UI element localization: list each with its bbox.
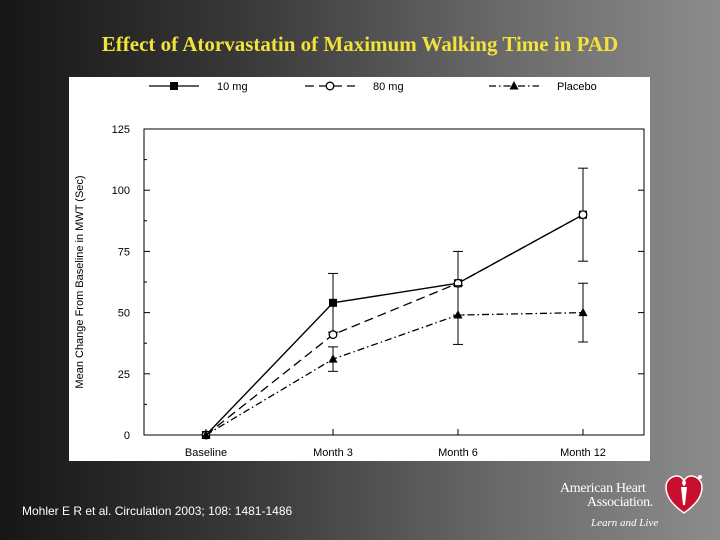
- y-tick-label: 75: [118, 246, 130, 258]
- legend-marker: [170, 82, 178, 90]
- y-tick-label: 25: [118, 369, 130, 381]
- data-point: [329, 298, 337, 307]
- data-point: [578, 210, 588, 220]
- series-80-mg: [201, 210, 588, 440]
- y-axis-label: Mean Change From Baseline in MWT (Sec): [74, 175, 86, 388]
- logo-tagline: Learn and Live: [591, 517, 659, 529]
- chart-panel: 0 25 50 75 100 125 Mean Change From Baseline i…: [69, 77, 650, 461]
- logo-line-1: American Heart: [560, 481, 646, 496]
- slide-title: Effect of Atorvastatin of Maximum Walkin…: [101, 32, 619, 56]
- y-tick-label: 100: [112, 185, 130, 197]
- legend-entry: 80 mg: [305, 81, 404, 93]
- x-tick-label: Month 3: [313, 447, 353, 459]
- series-line: [205, 311, 584, 436]
- legend-label: 80 mg: [373, 81, 404, 93]
- x-tick-label: Month 6: [438, 447, 478, 459]
- data-point: [328, 330, 338, 340]
- data-point: [578, 307, 588, 317]
- data-point: [201, 430, 211, 439]
- aha-logo: American Heart Association. Learn and Li…: [560, 473, 710, 535]
- y-tick-label: 125: [112, 124, 130, 136]
- legend-entry: 10 mg: [149, 81, 248, 93]
- x-tick-label: Month 12: [560, 447, 606, 459]
- line-chart: 0 25 50 75 100 125 Mean Change From Baseline i…: [74, 81, 645, 459]
- legend-label: Placebo: [557, 81, 597, 93]
- citation: Mohler E R et al. Circulation 2003; 108:…: [22, 504, 293, 518]
- data-point: [453, 310, 463, 319]
- legend-entry: Placebo: [489, 81, 597, 93]
- legend-label: 10 mg: [217, 81, 248, 93]
- series-placebo: [201, 282, 588, 439]
- y-tick-label: 50: [118, 308, 130, 320]
- logo-line-2: Association.: [587, 495, 654, 510]
- x-tick-label: Baseline: [185, 447, 227, 459]
- series-line: [205, 214, 584, 436]
- plot-frame: [143, 128, 645, 436]
- y-tick-label: 0: [124, 430, 130, 442]
- legend-marker: [509, 81, 519, 90]
- series-line: [205, 214, 584, 436]
- series-10-mg: [202, 167, 588, 439]
- heart-torch-icon: [665, 475, 703, 514]
- data-point: [328, 354, 338, 363]
- legend-marker: [325, 81, 335, 91]
